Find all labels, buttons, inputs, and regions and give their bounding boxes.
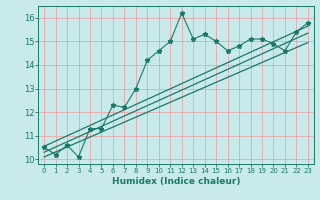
X-axis label: Humidex (Indice chaleur): Humidex (Indice chaleur): [112, 177, 240, 186]
